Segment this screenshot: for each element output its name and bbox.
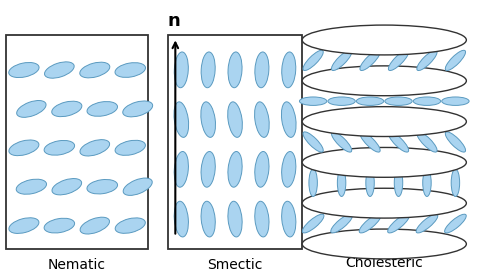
Ellipse shape (44, 218, 74, 233)
Ellipse shape (281, 102, 296, 137)
Ellipse shape (302, 50, 323, 71)
Text: Nematic: Nematic (48, 258, 106, 272)
Ellipse shape (254, 102, 269, 137)
Text: n: n (168, 12, 180, 30)
Ellipse shape (308, 169, 317, 196)
Ellipse shape (331, 132, 351, 152)
Ellipse shape (416, 132, 436, 152)
Ellipse shape (359, 214, 380, 233)
Ellipse shape (227, 102, 242, 137)
Ellipse shape (254, 152, 268, 187)
Ellipse shape (301, 25, 466, 55)
Ellipse shape (45, 62, 74, 78)
Ellipse shape (422, 169, 430, 196)
Ellipse shape (444, 132, 465, 152)
Ellipse shape (365, 169, 373, 196)
Ellipse shape (450, 169, 459, 196)
Ellipse shape (387, 132, 408, 152)
Ellipse shape (356, 97, 383, 106)
Ellipse shape (9, 218, 39, 234)
Ellipse shape (254, 201, 268, 237)
Ellipse shape (52, 179, 82, 195)
Ellipse shape (122, 101, 152, 117)
Ellipse shape (299, 97, 326, 106)
Ellipse shape (9, 140, 39, 156)
Ellipse shape (228, 201, 241, 237)
Ellipse shape (412, 97, 440, 106)
Ellipse shape (416, 50, 436, 71)
Ellipse shape (281, 152, 295, 187)
Ellipse shape (228, 152, 241, 187)
Text: Cholesteric: Cholesteric (345, 257, 422, 270)
Ellipse shape (394, 169, 402, 196)
Ellipse shape (87, 179, 117, 194)
Ellipse shape (201, 52, 215, 88)
Ellipse shape (52, 101, 82, 117)
Ellipse shape (301, 188, 466, 218)
Ellipse shape (115, 140, 145, 155)
Ellipse shape (301, 147, 466, 177)
Ellipse shape (336, 169, 345, 196)
Ellipse shape (228, 52, 241, 88)
Ellipse shape (331, 50, 351, 71)
Ellipse shape (301, 229, 466, 259)
Ellipse shape (44, 140, 74, 155)
Ellipse shape (387, 214, 408, 233)
Ellipse shape (302, 132, 323, 152)
Ellipse shape (80, 62, 109, 78)
Ellipse shape (174, 52, 188, 88)
Ellipse shape (301, 66, 466, 96)
Ellipse shape (441, 97, 468, 106)
Ellipse shape (9, 63, 39, 78)
Ellipse shape (384, 97, 411, 106)
Ellipse shape (201, 102, 215, 137)
Ellipse shape (201, 201, 215, 237)
Ellipse shape (281, 52, 295, 88)
Ellipse shape (201, 152, 215, 187)
Ellipse shape (174, 152, 188, 187)
Bar (168, 35, 301, 249)
Text: Smectic: Smectic (207, 258, 262, 272)
Ellipse shape (16, 179, 47, 194)
Ellipse shape (115, 218, 145, 233)
Ellipse shape (330, 214, 352, 233)
Ellipse shape (87, 102, 117, 116)
Ellipse shape (327, 97, 355, 106)
Ellipse shape (359, 50, 379, 71)
Bar (6, 35, 148, 249)
Ellipse shape (174, 201, 188, 237)
Ellipse shape (359, 132, 379, 152)
Ellipse shape (387, 50, 408, 71)
Ellipse shape (444, 50, 465, 71)
Ellipse shape (301, 107, 466, 137)
Ellipse shape (115, 63, 145, 77)
Ellipse shape (301, 214, 324, 233)
Ellipse shape (123, 178, 152, 195)
Ellipse shape (415, 214, 437, 233)
Ellipse shape (281, 201, 295, 237)
Ellipse shape (80, 217, 109, 234)
Ellipse shape (254, 52, 268, 88)
Ellipse shape (80, 140, 109, 156)
Ellipse shape (174, 102, 188, 137)
Ellipse shape (444, 214, 465, 233)
Ellipse shape (17, 101, 46, 117)
